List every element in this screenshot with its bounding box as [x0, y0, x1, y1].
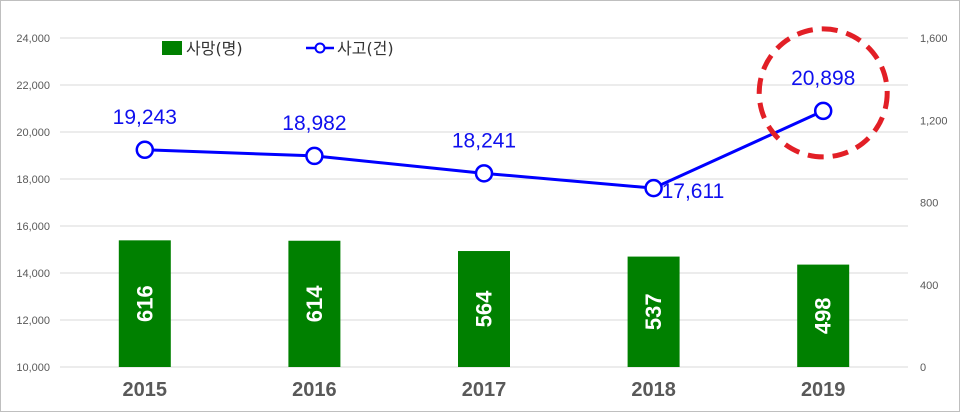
y-right-tick-label: 0: [920, 362, 926, 374]
axes: 10,000 12,000 14,000 16,000 18,000 20,000 22,0…: [16, 33, 947, 401]
line-data-label: 18,982: [282, 112, 346, 135]
line-data-label: 18,241: [452, 129, 516, 152]
y-left-tick-label: 20,000: [16, 127, 50, 139]
bar-data-label: 537: [641, 293, 666, 330]
legend: 사망(명) 사고(건): [162, 39, 394, 58]
legend-bar-swatch: [162, 41, 182, 55]
bar-series: 616 614 564 537 498: [118, 240, 850, 367]
line-point: [474, 164, 494, 183]
line-series: 19,243 18,982 18,241 17,611 20,898: [113, 67, 856, 203]
y-right-tick-label: 1,200: [920, 115, 948, 127]
y-left-tick-label: 16,000: [16, 221, 50, 233]
line-point: [644, 178, 663, 198]
legend-bar-label: 사망(명): [186, 39, 243, 58]
y-left-tick-label: 22,000: [16, 80, 50, 92]
y-right-tick-label: 800: [920, 198, 938, 210]
bar-data-label: 616: [132, 285, 157, 322]
legend-line-label: 사고(건): [337, 39, 394, 58]
x-tick-label: 2018: [631, 379, 676, 401]
y-left-tick-label: 14,000: [16, 268, 50, 280]
bar-data-label: 564: [472, 290, 497, 327]
bar: [458, 251, 510, 367]
bar: [627, 256, 680, 367]
x-tick-label: 2019: [801, 379, 846, 401]
y-left-tick-label: 18,000: [16, 174, 50, 186]
line-data-label: 19,243: [113, 106, 177, 129]
bar: [118, 240, 171, 367]
line-data-label: 20,898: [791, 67, 855, 90]
x-tick-label: 2016: [292, 379, 337, 401]
y-right-tick-label: 400: [920, 280, 938, 292]
highlight-circle: [756, 26, 890, 160]
line-point: [813, 101, 833, 121]
bar: [797, 264, 850, 367]
line-point: [135, 140, 155, 160]
y-left-tick-label: 10,000: [16, 362, 50, 374]
bar-data-label: 614: [302, 285, 327, 322]
y-left-tick-label: 12,000: [16, 315, 50, 327]
highlight-layer: [756, 26, 890, 160]
line-point: [305, 146, 324, 166]
bar-data-label: 498: [811, 297, 836, 334]
legend-line-marker: [314, 42, 326, 54]
x-tick-label: 2017: [462, 379, 507, 401]
bar: [288, 240, 341, 367]
x-tick-label: 2015: [123, 379, 168, 401]
y-right-tick-label: 1,600: [920, 33, 948, 45]
line-data-label: 17,611: [662, 180, 725, 203]
y-left-tick-label: 24,000: [16, 33, 50, 45]
